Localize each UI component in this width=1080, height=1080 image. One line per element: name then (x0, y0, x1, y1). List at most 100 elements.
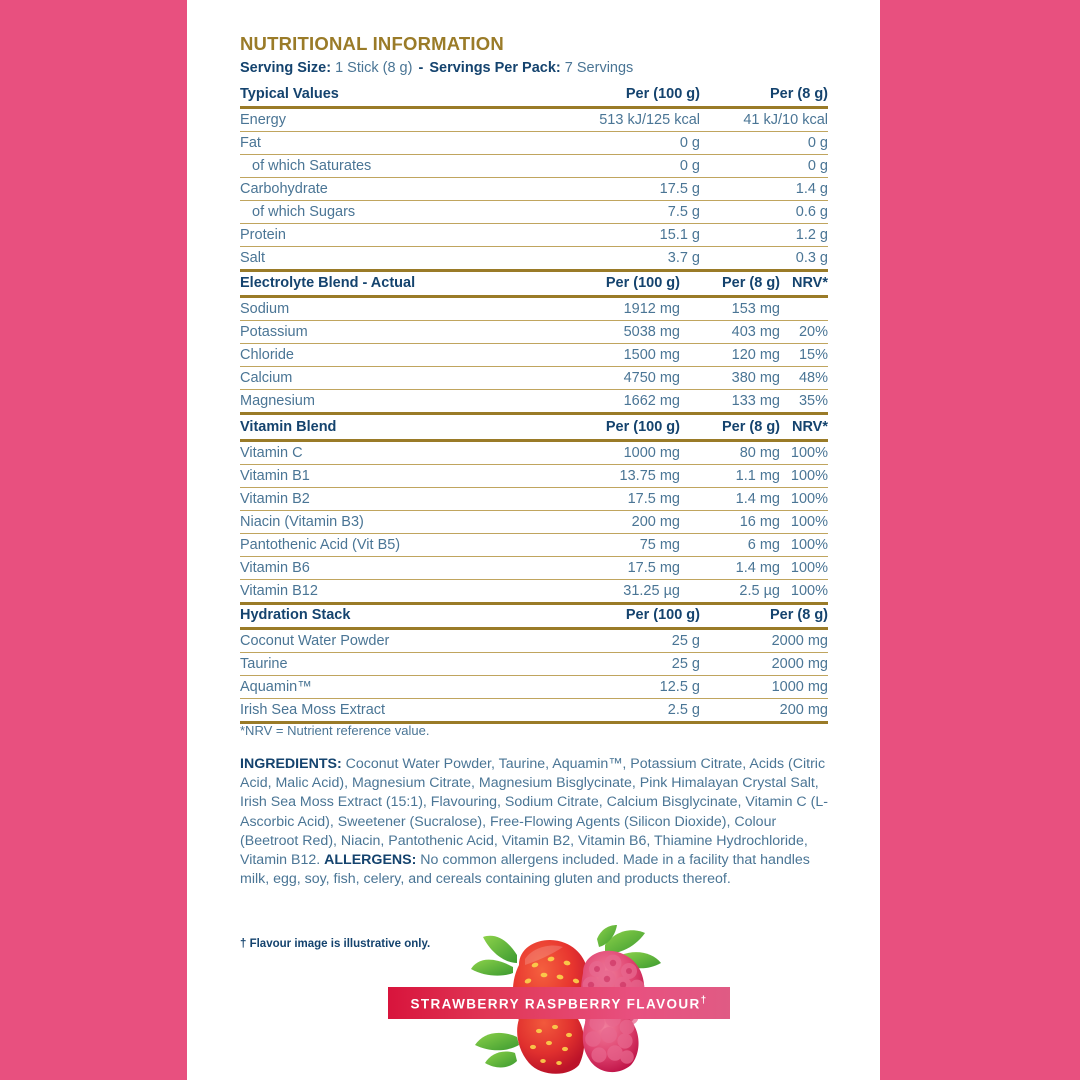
table-row: Pantothenic Acid (Vit B5) 75 mg 6 mg 100% (240, 533, 828, 557)
table-row: Vitamin C 1000 mg 80 mg 100% (240, 440, 828, 465)
table-row: of which Sugars 7.5 g 0.6 g (240, 200, 828, 224)
value-per-8g: 1.4 g (700, 177, 828, 201)
table-hydration-stack: Hydration Stack Per (100 g) Per (8 g) Cocon… (240, 607, 828, 724)
value-per-8g: 2.5 µg (680, 579, 780, 605)
serving-size-value: 1 Stick (8 g) (335, 60, 413, 76)
column-header-1: Per (100 g) (528, 275, 680, 298)
row-label: Irish Sea Moss Extract (240, 698, 540, 724)
table-row: Vitamin B1 13.75 mg 1.1 mg 100% (240, 464, 828, 488)
value-nrv: 48% (780, 366, 828, 390)
value-per-8g: 0.6 g (700, 200, 828, 224)
value-nrv: 100% (780, 556, 828, 580)
servings-per-pack-label: Servings Per Pack: (429, 60, 561, 76)
column-header-1: Per (100 g) (540, 86, 700, 109)
value-nrv: 35% (780, 389, 828, 415)
value-per-8g: 1000 mg (700, 675, 828, 699)
strawberry-lower (517, 1003, 585, 1074)
value-per-8g: 0 g (700, 154, 828, 178)
flavour-banner-dagger: † (700, 994, 708, 1006)
table-row: Protein 15.1 g 1.2 g (240, 223, 828, 247)
table-row: Salt 3.7 g 0.3 g (240, 246, 828, 272)
value-per-100g: 7.5 g (540, 200, 700, 224)
column-header-label: Hydration Stack (240, 607, 540, 630)
value-per-100g: 25 g (540, 652, 700, 676)
column-header-1: Per (100 g) (540, 607, 700, 630)
value-per-100g: 75 mg (528, 533, 680, 557)
leaf-cluster-top (471, 925, 661, 976)
value-per-100g: 25 g (540, 628, 700, 653)
value-per-8g: 80 mg (680, 440, 780, 465)
column-header-1: Per (100 g) (528, 419, 680, 442)
column-header-3: NRV* (780, 275, 828, 298)
value-per-8g: 200 mg (700, 698, 828, 724)
column-header-3: NRV* (780, 419, 828, 442)
row-label: Protein (240, 223, 540, 247)
row-label: Vitamin B2 (240, 487, 528, 511)
row-label: Chloride (240, 343, 528, 367)
allergens-label: ALLERGENS: (324, 852, 417, 869)
allergens-text: No common allergens included. Made in a … (240, 852, 810, 888)
value-per-8g: 6 mg (680, 533, 780, 557)
value-per-100g: 0 g (540, 154, 700, 178)
serving-size-label: Serving Size: (240, 60, 332, 76)
value-per-100g: 1912 mg (528, 296, 680, 321)
value-nrv: 15% (780, 343, 828, 367)
table-row: Coconut Water Powder 25 g 2000 mg (240, 628, 828, 653)
table-row: Chloride 1500 mg 120 mg 15% (240, 343, 828, 367)
value-per-100g: 15.1 g (540, 223, 700, 247)
table-row: Magnesium 1662 mg 133 mg 35% (240, 389, 828, 415)
value-per-100g: 1500 mg (528, 343, 680, 367)
row-label: Vitamin C (240, 440, 528, 465)
value-per-100g: 13.75 mg (528, 464, 680, 488)
row-label: Potassium (240, 320, 528, 344)
column-header-label: Typical Values (240, 86, 540, 109)
leaf-cluster-bottom (475, 1032, 519, 1068)
table-row: Carbohydrate 17.5 g 1.4 g (240, 177, 828, 201)
flavour-image-footnote: † Flavour image is illustrative only. (240, 938, 431, 950)
value-nrv: 100% (780, 533, 828, 557)
value-per-100g: 12.5 g (540, 675, 700, 699)
table-row: Energy 513 kJ/125 kcal 41 kJ/10 kcal (240, 107, 828, 132)
page-title: NUTRITIONAL INFORMATION (240, 33, 504, 54)
value-per-100g: 0 g (540, 131, 700, 155)
table-typical-values: Typical Values Per (100 g) Per (8 g) Energy… (240, 86, 828, 272)
row-label: Sodium (240, 296, 528, 321)
serving-info-line: Serving Size: 1 Stick (8 g) - Servings P… (240, 60, 633, 76)
value-per-8g: 1.4 mg (680, 556, 780, 580)
row-label: Energy (240, 107, 540, 132)
column-header-label: Electrolyte Blend - Actual (240, 275, 528, 298)
row-label: Pantothenic Acid (Vit B5) (240, 533, 528, 557)
table-electrolyte-blend: Electrolyte Blend - Actual Per (100 g) Per… (240, 275, 828, 415)
value-per-8g: 133 mg (680, 389, 780, 415)
flavour-banner: STRAWBERRY RASPBERRY FLAVOUR† (388, 987, 730, 1019)
value-nrv: 100% (780, 440, 828, 465)
value-per-8g: 0.3 g (700, 246, 828, 272)
value-per-100g: 31.25 µg (528, 579, 680, 605)
raspberry-lower (582, 1008, 639, 1073)
flavour-banner-text: STRAWBERRY RASPBERRY FLAVOUR† (410, 994, 708, 1012)
row-label: Fat (240, 131, 540, 155)
table-row: Potassium 5038 mg 403 mg 20% (240, 320, 828, 344)
row-label: Salt (240, 246, 540, 272)
row-label: Niacin (Vitamin B3) (240, 510, 528, 534)
table-row: Aquamin™ 12.5 g 1000 mg (240, 675, 828, 699)
column-header-label: Vitamin Blend (240, 419, 528, 442)
table-row: Niacin (Vitamin B3) 200 mg 16 mg 100% (240, 510, 828, 534)
column-header-2: Per (8 g) (700, 86, 828, 109)
value-per-8g: 1.2 g (700, 223, 828, 247)
value-per-8g: 1.4 mg (680, 487, 780, 511)
row-label: Carbohydrate (240, 177, 540, 201)
table-row: Irish Sea Moss Extract 2.5 g 200 mg (240, 698, 828, 724)
table-row: Vitamin B6 17.5 mg 1.4 mg 100% (240, 556, 828, 580)
value-nrv: 100% (780, 464, 828, 488)
row-label: Calcium (240, 366, 528, 390)
value-nrv: 100% (780, 579, 828, 605)
row-label: of which Sugars (240, 200, 540, 224)
value-nrv: 100% (780, 487, 828, 511)
row-label: Vitamin B6 (240, 556, 528, 580)
table-row: Sodium 1912 mg 153 mg (240, 296, 828, 321)
value-per-8g: 1.1 mg (680, 464, 780, 488)
